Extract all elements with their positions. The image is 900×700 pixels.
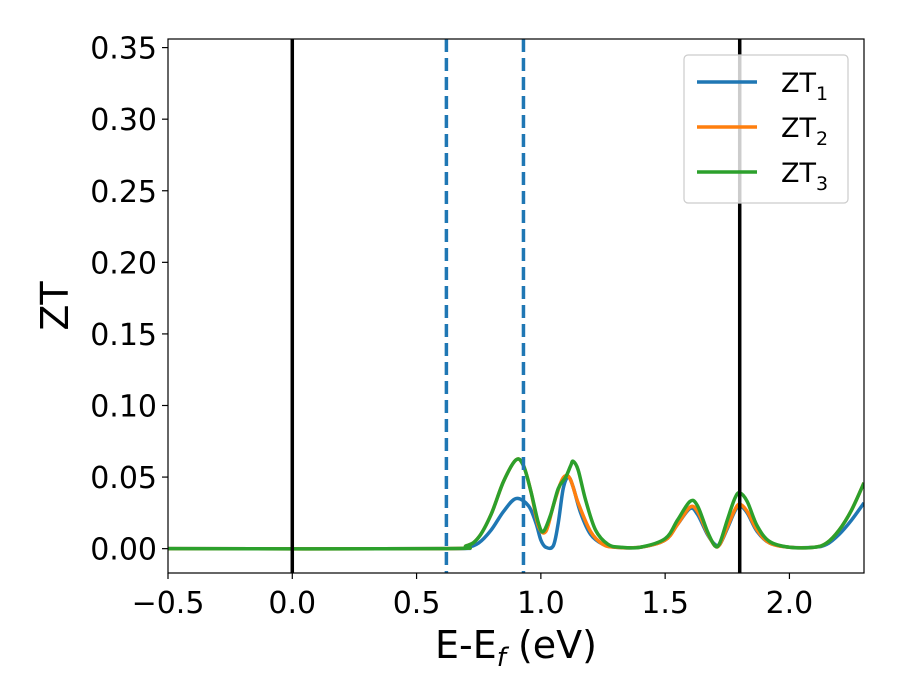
x-tick-label: 0.0 [268,586,316,621]
legend: ZT1 ZT2 ZT3 [683,54,849,204]
x-tick-label: 2.0 [766,586,814,621]
x-axis-label: E-Ef (eV) [435,623,597,673]
legend-item-zt1: ZT1 [697,68,828,105]
x-tick-label: 0.5 [393,586,441,621]
y-tick-label: 0.30 [90,103,157,138]
x-axis-label-unit: (eV) [506,623,597,667]
plot-frame [167,38,865,574]
y-tick-label: 0.20 [90,246,157,281]
legend-label: ZT3 [781,158,828,195]
legend-label: ZT2 [781,113,828,150]
series-layer [168,457,864,551]
x-tick-label: −0.5 [132,586,205,621]
legend-item-zt3: ZT3 [697,158,828,195]
y-tick-label: 0.25 [90,175,157,210]
legend-item-zt2: ZT2 [697,113,828,150]
x-tick-label: 1.0 [517,586,565,621]
y-axis-ticks: 0.00 0.05 0.10 0.15 0.20 0.25 0.30 0.35 [90,32,168,568]
y-axis-label: ZT [33,281,77,331]
x-tick-label: 1.5 [641,586,689,621]
y-tick-label: 0.15 [90,318,157,353]
series-line-zt3 [168,457,864,551]
legend-label: ZT1 [781,68,828,105]
x-axis-label-main: E-E [435,623,497,667]
x-axis-ticks: −0.5 0.0 0.5 1.0 1.5 2.0 [132,573,814,621]
y-tick-label: 0.10 [90,389,157,424]
y-tick-label: 0.05 [90,461,157,496]
y-tick-label: 0.00 [90,533,157,568]
legend-box [683,54,849,204]
y-tick-label: 0.35 [90,32,157,67]
reference-lines [290,39,742,573]
